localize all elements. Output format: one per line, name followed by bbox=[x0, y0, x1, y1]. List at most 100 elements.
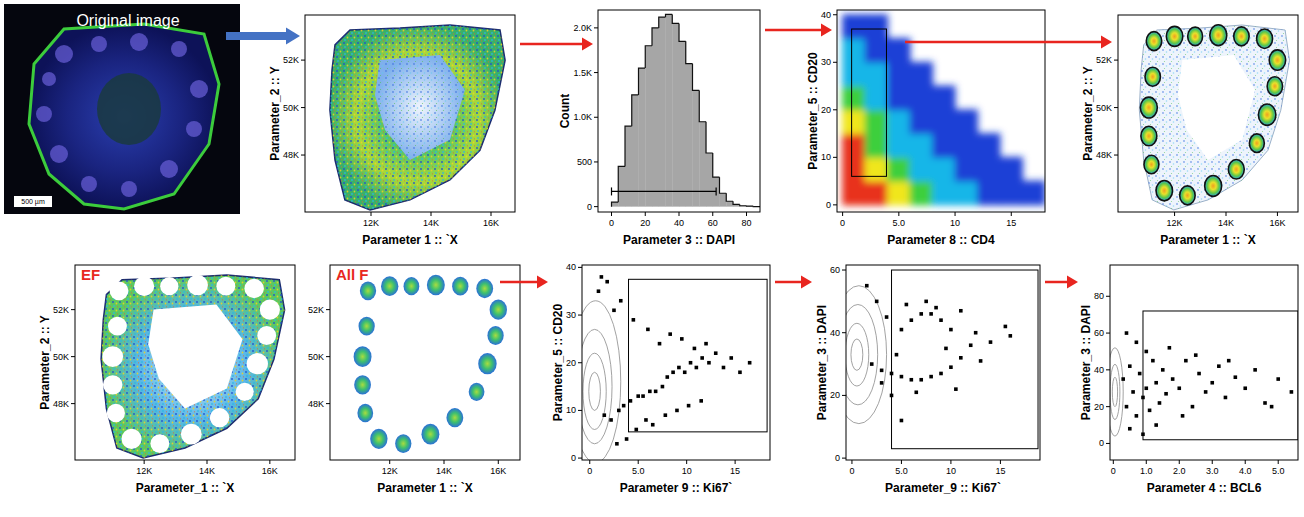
y-axis-title: Parameter_3 :: DAPI bbox=[1079, 305, 1093, 420]
x-tick-label: 0 bbox=[587, 466, 592, 476]
point bbox=[944, 347, 948, 351]
hist-bar bbox=[706, 153, 713, 207]
y-tick-label: 40 bbox=[821, 10, 831, 20]
gate bbox=[1205, 175, 1222, 196]
y-tick bbox=[833, 62, 837, 63]
y-tick-label: 40 bbox=[1094, 365, 1104, 375]
point bbox=[629, 399, 633, 403]
follicle-image bbox=[130, 33, 148, 51]
panel-scatter: 01.02.03.04.05.0020406080Parameter 4 :: … bbox=[1079, 265, 1298, 495]
density-cell bbox=[865, 133, 888, 158]
density-cell bbox=[865, 157, 888, 182]
point bbox=[1154, 381, 1158, 385]
point bbox=[900, 375, 904, 379]
contour bbox=[846, 323, 869, 386]
arrow bbox=[1045, 275, 1078, 288]
point bbox=[919, 312, 923, 316]
plot-area bbox=[582, 275, 767, 460]
contour bbox=[589, 372, 601, 410]
hist-edge bbox=[652, 28, 659, 46]
point bbox=[612, 308, 616, 312]
follicle bbox=[446, 408, 463, 427]
point bbox=[910, 318, 914, 322]
point bbox=[1144, 350, 1148, 354]
point bbox=[1276, 377, 1280, 381]
hole bbox=[110, 281, 129, 300]
y-tick bbox=[1106, 406, 1110, 407]
point bbox=[1270, 405, 1274, 409]
y-tick bbox=[833, 109, 837, 110]
panel-histogram: 02040608005001.0K1.5K2.0KParameter 3 :: … bbox=[558, 10, 760, 247]
panel-density: 05.01015010203040Parameter 8 :: CD4Param… bbox=[806, 10, 1046, 247]
point bbox=[954, 387, 958, 391]
hist-bar bbox=[679, 41, 686, 206]
y-tick bbox=[1106, 333, 1110, 334]
point bbox=[979, 359, 983, 363]
arrow-shaft bbox=[905, 41, 1101, 44]
point bbox=[602, 413, 606, 417]
panel-title: EF bbox=[81, 266, 100, 283]
plot-background bbox=[1118, 15, 1298, 212]
y-tick-label: 52K bbox=[283, 55, 299, 65]
y-tick-label: 20 bbox=[830, 390, 840, 400]
point bbox=[910, 378, 914, 382]
plot-area bbox=[1139, 25, 1289, 210]
arrow bbox=[905, 35, 1112, 48]
follicle bbox=[370, 429, 387, 449]
point bbox=[1128, 427, 1132, 431]
gate bbox=[612, 191, 717, 192]
hist-edge bbox=[753, 206, 760, 208]
x-tick-label: 2.0 bbox=[1173, 466, 1186, 476]
point bbox=[1004, 325, 1008, 329]
y-tick-label: 40 bbox=[566, 262, 576, 272]
hollow bbox=[375, 55, 465, 160]
y-tick bbox=[594, 27, 598, 28]
point bbox=[895, 353, 899, 357]
x-tick-label: 4.0 bbox=[1239, 466, 1252, 476]
point bbox=[1121, 377, 1125, 381]
plot-frame bbox=[1118, 15, 1298, 212]
tissue-center bbox=[97, 73, 161, 145]
x-tick-label: 0 bbox=[609, 218, 614, 228]
follicle bbox=[490, 300, 507, 320]
tissue-speckle bbox=[330, 25, 505, 210]
point bbox=[1148, 409, 1152, 413]
x-tick bbox=[851, 460, 852, 464]
point bbox=[597, 289, 601, 293]
x-axis-title: Parameter 3 :: DAPI bbox=[623, 233, 735, 247]
gate bbox=[629, 279, 768, 432]
point bbox=[1144, 386, 1148, 390]
x-tick bbox=[389, 460, 390, 464]
follicle bbox=[359, 317, 375, 336]
hist-edge bbox=[666, 14, 673, 17]
density-cell bbox=[932, 157, 955, 182]
x-tick bbox=[498, 460, 499, 464]
y-tick-label: 48K bbox=[308, 399, 324, 409]
point bbox=[689, 361, 693, 365]
hist-bar bbox=[659, 17, 666, 206]
follicle bbox=[381, 276, 398, 296]
x-axis-title: Parameter 9 :: Ki67` bbox=[620, 481, 733, 495]
x-tick-label: 0 bbox=[849, 466, 854, 476]
gate-end bbox=[611, 187, 612, 195]
point bbox=[974, 331, 978, 335]
follicle bbox=[487, 326, 503, 345]
plot-frame bbox=[330, 265, 520, 460]
y-tick-label: 60 bbox=[830, 265, 840, 275]
gate bbox=[1141, 126, 1157, 145]
plot-area bbox=[1110, 311, 1298, 440]
point bbox=[969, 343, 973, 347]
tissue bbox=[330, 25, 505, 210]
x-tick bbox=[898, 212, 899, 216]
gate bbox=[1146, 32, 1161, 51]
density-cell bbox=[910, 86, 933, 111]
follicle bbox=[395, 434, 411, 453]
arrow-shaft bbox=[226, 32, 286, 40]
y-tick bbox=[594, 206, 598, 207]
x-tick-label: 12K bbox=[363, 218, 379, 228]
arrow-shaft bbox=[1045, 281, 1067, 284]
point bbox=[1168, 346, 1172, 350]
y-tick bbox=[842, 270, 846, 271]
gate bbox=[1166, 26, 1182, 46]
x-tick-label: 12K bbox=[382, 466, 398, 476]
